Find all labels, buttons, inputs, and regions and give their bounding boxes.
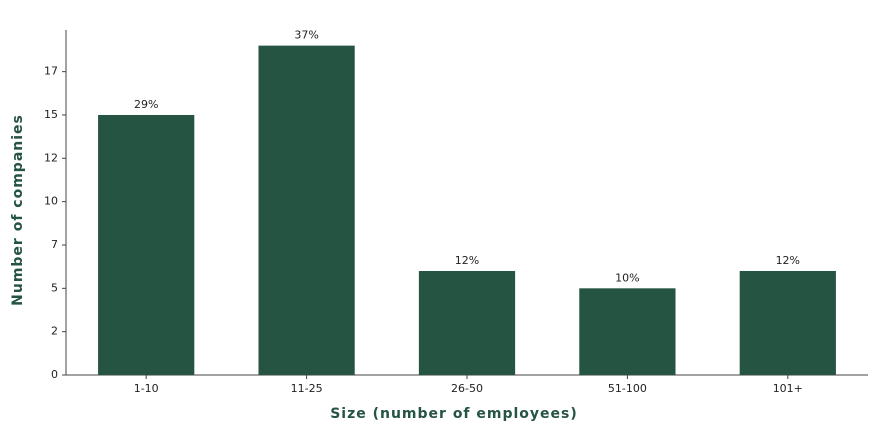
x-axis-label: Size (number of employees)	[330, 406, 578, 422]
bar	[418, 270, 516, 375]
y-tick-label: 17	[44, 65, 58, 78]
x-tick-label: 26-50	[451, 382, 483, 395]
x-tick-label: 51-100	[608, 382, 647, 395]
bar	[98, 114, 195, 375]
y-tick-label: 7	[51, 238, 58, 251]
x-tick-label: 101+	[773, 382, 803, 395]
y-tick-label: 2	[51, 325, 58, 338]
y-tick-label: 10	[44, 195, 58, 208]
y-tick-label: 5	[51, 281, 58, 294]
x-tick-label: 11-25	[291, 382, 323, 395]
bar-label: 10%	[615, 271, 639, 284]
y-axis-label: Number of companies	[10, 114, 26, 306]
bar-label: 12%	[455, 254, 479, 267]
bar-label: 12%	[776, 254, 800, 267]
bar-label: 37%	[294, 29, 318, 42]
bar-label: 29%	[134, 98, 158, 111]
bar	[739, 270, 836, 375]
y-tick-label: 15	[44, 108, 58, 121]
x-tick-label: 1-10	[134, 382, 159, 395]
bar	[258, 45, 355, 375]
y-tick-label: 12	[44, 151, 58, 164]
bar	[579, 288, 676, 375]
y-tick-label: 0	[51, 368, 58, 381]
